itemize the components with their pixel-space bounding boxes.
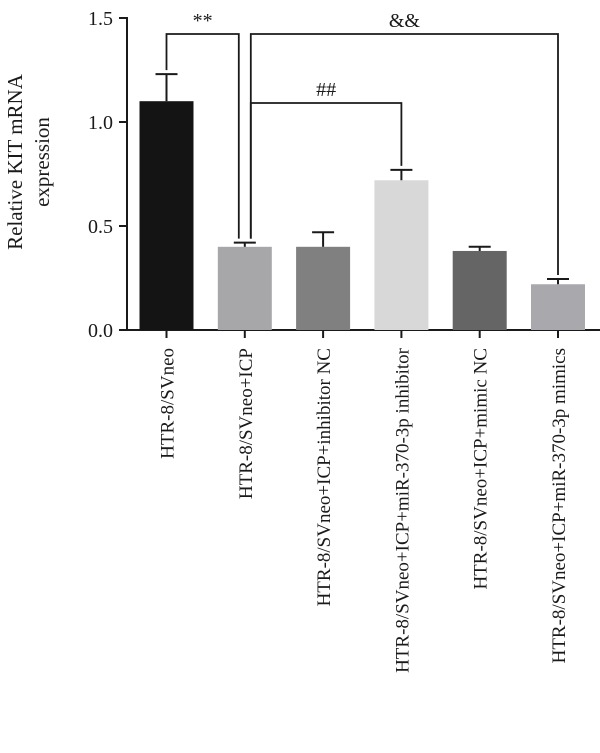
bar [374,180,429,330]
significance-bracket [249,102,403,239]
y-axis: 0.0 0.5 1.0 1.5 [88,8,128,342]
category-labels: HTR-8/SVneo HTR-8/SVneo+ICP HTR-8/SVneo+IC… [158,347,571,673]
y-tick-label: 0.5 [88,216,113,238]
significance-bracket [165,33,240,239]
significance-label: && [389,10,421,32]
bars [139,101,585,330]
category-label: HTR-8/SVneo+ICP+mimic NC [471,348,492,590]
y-tick-label: 1.0 [88,112,113,134]
x-axis [127,329,600,338]
significance-label: ** [193,10,213,32]
y-axis-title: Relative KIT mRNA expression [3,73,54,250]
significance-label: ## [316,79,336,101]
y-tick-label: 0.0 [88,320,113,342]
category-label: HTR-8/SVneo+ICP+miR-370-3p inhibitor [392,347,413,673]
category-label: HTR-8/SVneo+ICP+inhibitor NC [314,348,335,606]
significance-annotations: ** && ## [165,10,559,276]
bar [296,246,351,330]
category-label: HTR-8/SVneo [158,348,179,459]
y-axis-label: Relative KIT mRNA expression [3,73,54,250]
bar [531,284,585,330]
bar [452,250,507,330]
error-bars [155,73,569,285]
y-axis-label-line: Relative KIT mRNA [3,73,27,250]
y-axis-label-line: expression [30,117,54,207]
bar [139,101,194,330]
category-label: HTR-8/SVneo+ICP+miR-370-3p mimics [549,348,570,663]
y-tick-label: 1.5 [88,8,113,30]
category-label: HTR-8/SVneo+ICP [236,348,257,499]
bar [217,246,272,330]
